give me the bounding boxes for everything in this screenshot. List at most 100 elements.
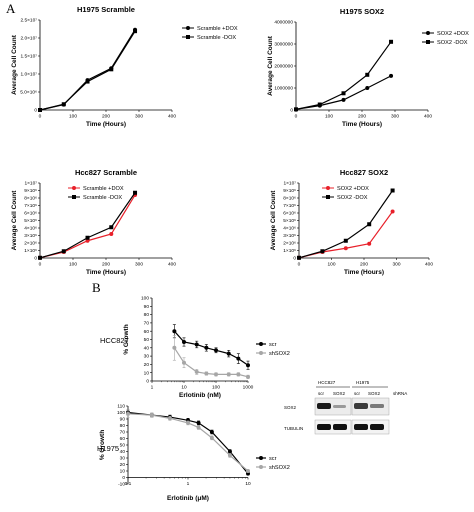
data-point-SOX2 -DOX	[389, 39, 394, 44]
legend-label: SOX2 -DOX	[337, 195, 368, 201]
x-tick-label: 400	[425, 262, 433, 268]
y-tick-label: 2000000	[274, 64, 293, 70]
x-tick-label: 100	[327, 262, 335, 268]
wb-band-h1975-scr-sox2	[354, 403, 368, 409]
legend-label: Scramble -DOX	[197, 35, 236, 41]
wb-lane-h1975-scr: scr	[354, 391, 361, 396]
x-tick-label: 200	[360, 262, 368, 268]
y-tick-label: 70	[120, 430, 126, 436]
y-tick-label: 3×10⁶	[24, 233, 37, 239]
data-point-shSOX2	[194, 369, 199, 374]
legend-label: Scramble -DOX	[83, 195, 122, 201]
data-point-SOX2 -DOX	[365, 72, 370, 77]
data-point-Scramble -DOX	[61, 102, 66, 107]
x-tick-label: 300	[135, 262, 143, 268]
wb-row-tubulin: TUBULIN	[284, 426, 303, 431]
x-tick-label: 100	[212, 385, 220, 391]
wb-row-sox2: SOX2	[284, 405, 297, 410]
western-blot: HCC827 H1975 scr SOX2 scr SOX2 shRNA SOX…	[284, 380, 407, 435]
y-tick-label: 1000000	[274, 86, 293, 92]
legend-label: SOX2 -DOX	[437, 40, 468, 46]
y-tick-label: 3000000	[274, 42, 293, 48]
wb-group-hcc827: HCC827	[318, 380, 336, 385]
x-tick-label: 0.1	[125, 481, 132, 487]
y-tick-label: 70	[144, 321, 150, 327]
y-tick-label: 20	[144, 362, 150, 368]
data-point-scr	[182, 339, 186, 344]
legend-label: SOX2 +DOX	[337, 186, 369, 192]
x-tick-label: 400	[168, 262, 176, 268]
y-tick-label: 1×10⁷	[24, 181, 37, 187]
data-point-Scramble -DOX	[85, 235, 90, 240]
legend-label: shSOX2	[269, 351, 290, 357]
x-tick-label: 400	[424, 114, 432, 120]
y-tick-label: 40	[144, 345, 150, 351]
series-line-Scramble -DOX	[39, 30, 136, 111]
data-point-SOX2 +DOX	[365, 86, 370, 90]
x-tick-label: 10	[181, 385, 187, 391]
chart-title: Hcc827 Scramble	[75, 168, 137, 177]
y-tick-label: 2×10⁶	[24, 241, 37, 247]
side-label-hcc827: HCC827	[100, 336, 129, 345]
data-point-SOX2 +DOX	[390, 209, 395, 214]
chart-h1975-sox2: 0 1000000 2000000 3000000 4000000 0 100 200 300 4…	[267, 7, 469, 128]
y-tick-label: 50	[144, 337, 150, 343]
data-point-SOX2 +DOX	[389, 73, 394, 78]
y-tick-label: 2×10⁶	[283, 241, 296, 247]
chart-title: H1975 SOX2	[340, 7, 384, 16]
x-tick-label: 300	[135, 114, 143, 120]
data-point-SOX2 +DOX	[343, 246, 348, 251]
wb-band-h1975-shsox2-sox2	[370, 404, 384, 408]
wb-band-hcc827-shsox2-tubulin	[333, 424, 347, 430]
chart-title: Hcc827 SOX2	[340, 168, 388, 177]
y-tick-label: 100	[117, 410, 125, 416]
x-axis-label: Time (Hours)	[86, 269, 126, 276]
data-point-scr	[227, 449, 232, 454]
y-axis-label: Average Cell Count	[11, 34, 18, 95]
data-point-shSOX2	[236, 372, 241, 377]
data-point-scr	[204, 345, 209, 350]
y-tick-label: 10	[144, 370, 150, 376]
y-tick-label: 2.5×10⁷	[20, 18, 37, 24]
data-point-shSOX2	[196, 425, 201, 430]
series-line-shSOX2	[127, 413, 249, 472]
x-tick-label: 200	[358, 114, 366, 120]
x-tick-label: 10	[245, 481, 251, 487]
legend-swatch-marker	[72, 195, 76, 199]
y-tick-label: 0	[293, 256, 296, 262]
x-tick-label: 1	[151, 385, 154, 391]
x-tick-label: 200	[102, 114, 110, 120]
legend-swatch-marker	[259, 465, 263, 469]
y-tick-label: 0	[34, 256, 37, 262]
wb-band-h1975-shsox2-tubulin	[370, 424, 384, 430]
data-point-scr	[214, 348, 218, 353]
x-tick-label: 1000	[243, 385, 254, 391]
data-point-scr	[236, 356, 241, 361]
data-point-shSOX2	[182, 360, 186, 365]
series-line-Scramble -DOX	[39, 192, 136, 259]
y-tick-label: 1.0×10⁷	[20, 72, 37, 78]
data-point-Scramble -DOX	[109, 225, 114, 230]
x-tick-label: 100	[69, 262, 77, 268]
legend-swatch-marker	[186, 26, 190, 30]
data-point-SOX2 -DOX	[390, 188, 395, 193]
y-tick-label: 2.0×10⁷	[20, 36, 37, 42]
y-tick-label: 1×10⁶	[24, 248, 37, 254]
data-point-shSOX2	[227, 453, 232, 458]
data-point-shSOX2	[246, 374, 250, 379]
legend-label: scr	[269, 456, 277, 462]
y-axis-label: % Growth	[123, 324, 130, 354]
y-tick-label: -10	[118, 482, 125, 488]
legend-swatch-marker	[426, 40, 430, 44]
wb-lane-shrna: shRNA	[393, 391, 407, 396]
data-point-scr	[196, 420, 201, 425]
wb-lane-hcc827-sox2: SOX2	[333, 391, 346, 396]
y-tick-label: 0	[34, 108, 37, 114]
x-tick-label: 100	[69, 114, 77, 120]
data-point-Scramble -DOX	[38, 108, 42, 112]
wb-group-h1975: H1975	[356, 380, 370, 385]
